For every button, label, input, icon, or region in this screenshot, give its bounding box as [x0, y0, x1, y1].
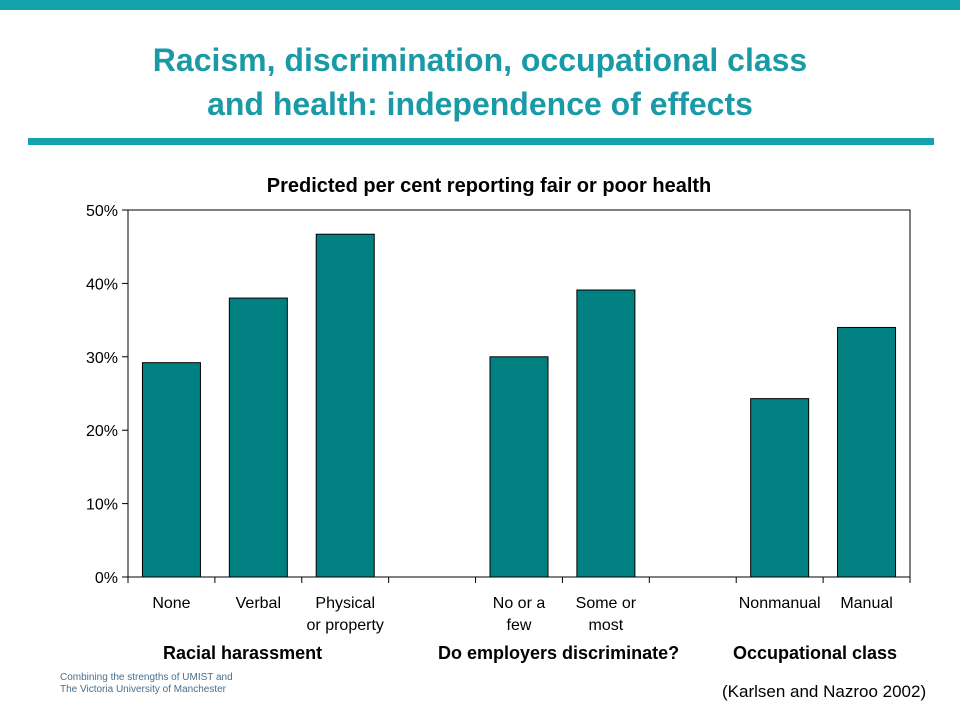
y-tick-label: 10% [86, 497, 118, 514]
institution-note: Combining the strengths of UMIST and The… [60, 672, 233, 696]
x-tick-label: Manual [840, 595, 892, 612]
group-label-employers-discriminate: Do employers discriminate? [438, 643, 680, 663]
x-tick-label: Some or [576, 595, 637, 612]
title-divider [28, 138, 934, 145]
chart-title: Predicted per cent reporting fair or poo… [267, 175, 712, 197]
bar [315, 233, 375, 578]
slide-title: Racism, discrimination, occupational cla… [0, 38, 960, 126]
top-accent-bar [0, 0, 960, 10]
slide-title-line-2: and health: independence of effects [207, 86, 753, 122]
group-label-racial-harassment: Racial harassment [163, 643, 323, 663]
bar-chart: Predicted per cent reporting fair or poo… [86, 175, 911, 634]
slide-title-line-1: Racism, discrimination, occupational cla… [152, 42, 808, 78]
bar [750, 398, 810, 578]
x-tick-label: Verbal [236, 595, 281, 612]
bar [576, 289, 636, 578]
bar [489, 356, 549, 578]
bar [837, 326, 897, 578]
y-tick-label: 20% [86, 423, 118, 440]
y-tick-label: 30% [86, 350, 118, 367]
group-label-occupational-class: Occupational class [733, 643, 898, 663]
institution-note-line-2: The Victoria University of Manchester [60, 684, 226, 695]
citation: (Karlsen and Nazroo 2002) [722, 682, 927, 701]
x-tick-label: Physical [315, 595, 375, 612]
x-tick-label: most [589, 617, 624, 634]
x-tick-label: No or a [493, 595, 546, 612]
x-tick-label: or property [307, 617, 384, 634]
x-tick-label: Nonmanual [739, 595, 821, 612]
bar [141, 362, 201, 578]
x-tick-label: None [152, 595, 190, 612]
x-tick-label: few [507, 617, 532, 634]
y-tick-label: 50% [86, 203, 118, 220]
y-tick-label: 0% [95, 570, 118, 587]
bar [228, 297, 288, 578]
y-tick-label: 40% [86, 276, 118, 293]
institution-note-line-1: Combining the strengths of UMIST and [60, 672, 233, 683]
